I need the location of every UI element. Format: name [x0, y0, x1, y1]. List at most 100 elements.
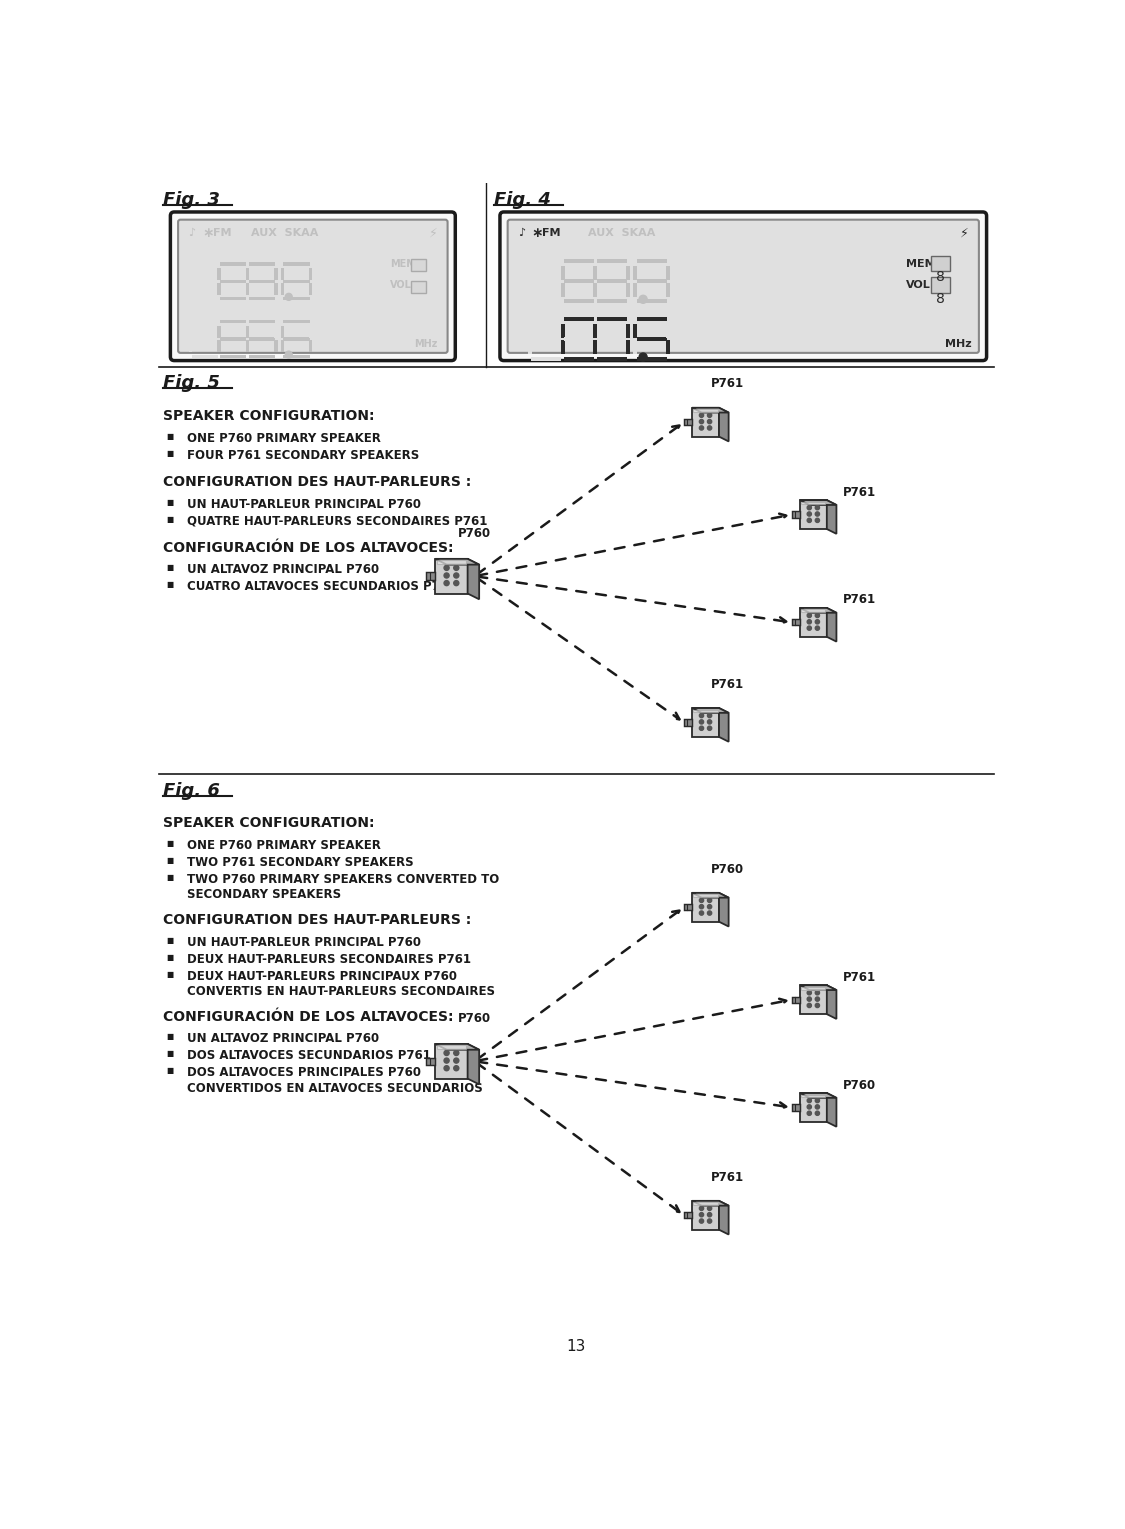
- Polygon shape: [560, 324, 565, 338]
- Polygon shape: [280, 341, 284, 352]
- Polygon shape: [274, 326, 278, 338]
- Polygon shape: [792, 1104, 800, 1110]
- Polygon shape: [593, 266, 597, 280]
- Text: P760: P760: [458, 1012, 490, 1024]
- Text: ■: ■: [166, 856, 173, 865]
- Circle shape: [453, 573, 459, 578]
- Polygon shape: [246, 283, 250, 295]
- Polygon shape: [593, 324, 597, 338]
- Text: DEUX HAUT-PARLEURS PRINCIPAUX P760: DEUX HAUT-PARLEURS PRINCIPAUX P760: [188, 969, 458, 983]
- Polygon shape: [637, 300, 667, 303]
- Circle shape: [807, 619, 811, 624]
- Polygon shape: [693, 894, 718, 898]
- Polygon shape: [719, 1200, 729, 1234]
- Polygon shape: [627, 324, 630, 338]
- Polygon shape: [596, 358, 627, 361]
- Circle shape: [453, 566, 459, 570]
- Polygon shape: [594, 341, 597, 355]
- Circle shape: [708, 714, 712, 717]
- Polygon shape: [560, 324, 565, 338]
- Text: 8: 8: [936, 292, 945, 306]
- Polygon shape: [220, 297, 246, 300]
- Polygon shape: [827, 609, 837, 642]
- Text: ■: ■: [166, 839, 173, 849]
- Circle shape: [444, 1058, 449, 1063]
- Circle shape: [444, 1066, 449, 1070]
- Circle shape: [816, 991, 819, 995]
- Circle shape: [700, 905, 703, 908]
- Circle shape: [700, 427, 703, 430]
- Polygon shape: [800, 1093, 827, 1122]
- Polygon shape: [435, 560, 468, 593]
- Polygon shape: [246, 268, 250, 280]
- Polygon shape: [800, 609, 827, 636]
- Text: SPEAKER CONFIGURATION:: SPEAKER CONFIGURATION:: [163, 816, 375, 830]
- Polygon shape: [637, 358, 667, 361]
- Polygon shape: [560, 266, 565, 280]
- Circle shape: [708, 726, 712, 731]
- Circle shape: [708, 413, 712, 417]
- Polygon shape: [692, 1200, 719, 1229]
- Polygon shape: [560, 266, 565, 280]
- Polygon shape: [693, 1202, 718, 1205]
- Text: ■: ■: [166, 873, 173, 882]
- Text: MEM: MEM: [390, 258, 416, 269]
- Circle shape: [444, 566, 449, 570]
- Text: CONFIGURATION DES HAUT-PARLEURS :: CONFIGURATION DES HAUT-PARLEURS :: [163, 476, 471, 489]
- Polygon shape: [564, 260, 594, 263]
- Polygon shape: [309, 341, 313, 352]
- FancyBboxPatch shape: [507, 220, 979, 353]
- Text: SECONDARY SPEAKERS: SECONDARY SPEAKERS: [188, 888, 342, 902]
- Polygon shape: [637, 317, 667, 321]
- Circle shape: [286, 294, 292, 300]
- Polygon shape: [435, 1044, 468, 1078]
- Polygon shape: [692, 408, 719, 437]
- Polygon shape: [666, 324, 670, 338]
- Circle shape: [453, 1058, 459, 1063]
- Text: DEUX HAUT-PARLEURS SECONDAIRES P761: DEUX HAUT-PARLEURS SECONDAIRES P761: [188, 953, 471, 966]
- Text: ■: ■: [166, 1066, 173, 1075]
- Polygon shape: [692, 708, 729, 713]
- Text: UN HAUT-PARLEUR PRINCIPAL P760: UN HAUT-PARLEUR PRINCIPAL P760: [188, 936, 422, 948]
- Polygon shape: [309, 268, 313, 280]
- Polygon shape: [627, 283, 630, 297]
- Text: P761: P761: [843, 971, 875, 983]
- Polygon shape: [220, 355, 246, 358]
- Text: QUATRE HAUT-PARLEURS SECONDAIRES P761: QUATRE HAUT-PARLEURS SECONDAIRES P761: [188, 515, 488, 528]
- Polygon shape: [284, 297, 309, 300]
- Polygon shape: [436, 561, 466, 564]
- Text: P761: P761: [711, 677, 744, 691]
- Polygon shape: [633, 283, 637, 297]
- Circle shape: [700, 1219, 703, 1223]
- Polygon shape: [564, 280, 594, 283]
- Text: Fig. 6: Fig. 6: [163, 781, 219, 800]
- Polygon shape: [564, 300, 594, 303]
- Circle shape: [444, 581, 449, 586]
- Circle shape: [708, 419, 712, 424]
- Text: ∗: ∗: [202, 226, 214, 240]
- Circle shape: [700, 1206, 703, 1211]
- Circle shape: [816, 1105, 819, 1109]
- Polygon shape: [633, 266, 637, 280]
- Polygon shape: [827, 500, 837, 534]
- Polygon shape: [192, 297, 218, 300]
- Polygon shape: [594, 283, 597, 297]
- Text: P760: P760: [843, 1078, 875, 1092]
- Polygon shape: [593, 341, 597, 355]
- Circle shape: [807, 1003, 811, 1008]
- Polygon shape: [560, 341, 565, 355]
- Polygon shape: [220, 280, 246, 283]
- Circle shape: [807, 613, 811, 618]
- Text: CUATRO ALTAVOCES SECUNDARIOS P761: CUATRO ALTAVOCES SECUNDARIOS P761: [188, 581, 457, 593]
- Polygon shape: [719, 708, 729, 742]
- Text: CONFIGURATION DES HAUT-PARLEURS :: CONFIGURATION DES HAUT-PARLEURS :: [163, 913, 471, 927]
- Text: ♪: ♪: [518, 228, 524, 239]
- Text: P760: P760: [458, 526, 490, 540]
- Text: UN ALTAVOZ PRINCIPAL P760: UN ALTAVOZ PRINCIPAL P760: [188, 1032, 379, 1046]
- Polygon shape: [792, 512, 800, 518]
- Polygon shape: [528, 341, 531, 355]
- Text: TWO P760 PRIMARY SPEAKERS CONVERTED TO: TWO P760 PRIMARY SPEAKERS CONVERTED TO: [188, 873, 500, 885]
- Polygon shape: [564, 336, 594, 341]
- Polygon shape: [596, 336, 627, 341]
- Text: P761: P761: [711, 378, 744, 390]
